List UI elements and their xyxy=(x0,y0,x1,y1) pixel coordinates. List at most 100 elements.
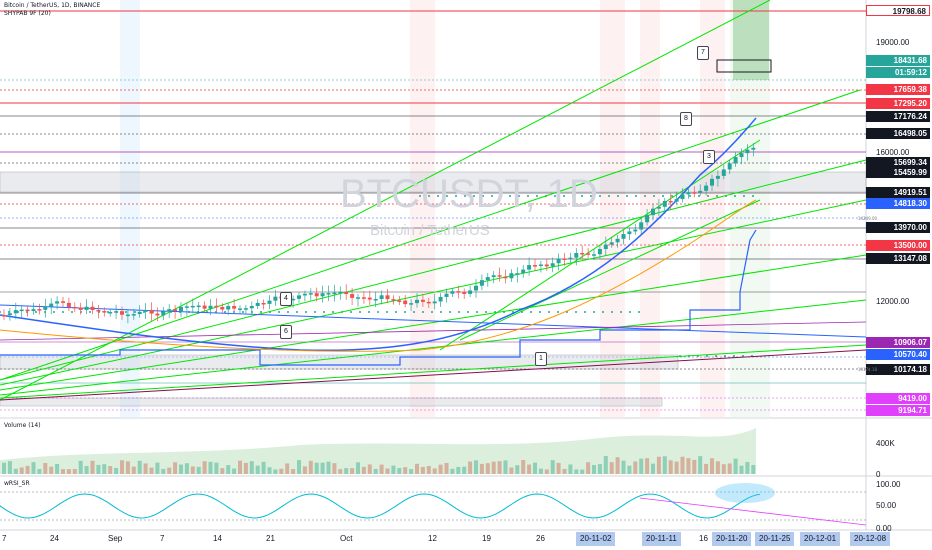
volume-bar xyxy=(356,462,360,474)
dot-marker xyxy=(359,311,361,313)
volume-bar xyxy=(161,468,166,474)
volume-bar xyxy=(574,469,579,474)
dot-marker xyxy=(620,311,622,313)
candle-body xyxy=(474,285,478,291)
dot-marker xyxy=(548,311,550,313)
dot-marker xyxy=(332,311,334,313)
dot-marker xyxy=(716,195,718,197)
volume-bar xyxy=(338,469,343,474)
date-highlight[interactable]: 20-12-01 xyxy=(800,532,841,546)
candle-body xyxy=(19,309,24,312)
candle-body xyxy=(415,299,419,304)
symbol-title: Bitcoin / TetherUS, 1D, BINANCE xyxy=(4,2,101,9)
date-highlight[interactable]: 20-11-11 xyxy=(642,532,681,546)
volume-bar xyxy=(733,458,738,474)
date-highlight[interactable]: 20-11-02 xyxy=(576,532,616,546)
time-tick: 21 xyxy=(266,534,275,543)
candle-body xyxy=(651,208,655,216)
price-label[interactable]: 15459.99 xyxy=(866,167,930,178)
candle-body xyxy=(385,295,390,300)
price-label[interactable]: 10174.18 xyxy=(866,364,930,375)
price-label[interactable]: 15699.34 xyxy=(866,157,930,168)
volume-bar xyxy=(291,468,296,474)
price-label[interactable]: 13500.00 xyxy=(866,240,930,251)
candle-body xyxy=(66,302,71,307)
session-band xyxy=(640,0,660,418)
dot-marker xyxy=(71,311,73,313)
candle-body xyxy=(43,306,48,310)
dot-marker xyxy=(0,311,1,313)
time-tick: 12 xyxy=(428,534,437,543)
dot-marker xyxy=(422,311,424,313)
candle-body xyxy=(291,298,296,301)
dot-marker xyxy=(743,195,745,197)
watermark-ticker: BTCUSDT, 1D xyxy=(340,172,598,216)
dot-marker xyxy=(62,311,64,313)
price-label[interactable]: 01:59:12 xyxy=(866,67,930,78)
fan-line xyxy=(0,89,861,381)
price-label[interactable]: 16498.05 xyxy=(866,128,930,139)
volume-bar xyxy=(651,463,655,474)
volume-bar xyxy=(7,461,12,474)
volume-bar xyxy=(125,461,130,474)
price-label[interactable]: 17176.24 xyxy=(866,111,930,122)
candle-body xyxy=(143,309,148,312)
volume-bar xyxy=(279,468,284,474)
price-label[interactable]: 10570.40 xyxy=(866,349,930,360)
price-label[interactable]: 17295.20 xyxy=(866,98,930,109)
candle-body xyxy=(391,299,396,301)
volume-bar xyxy=(120,460,124,474)
dot-marker xyxy=(715,355,717,357)
price-label[interactable]: 9194.71 xyxy=(866,405,930,416)
price-label[interactable]: 13970.00 xyxy=(866,222,930,233)
volume-bar xyxy=(55,463,60,474)
price-label[interactable]: 13147.08 xyxy=(866,253,930,264)
dot-marker xyxy=(467,311,469,313)
dot-marker xyxy=(509,195,511,197)
price-label[interactable]: 9419.00 xyxy=(866,393,930,404)
price-label[interactable]: 19798.68 xyxy=(866,5,930,16)
dot-marker xyxy=(125,311,127,313)
volume-bar xyxy=(226,465,231,474)
dot-marker xyxy=(386,311,388,313)
candle-body xyxy=(326,293,331,295)
volume-bar xyxy=(745,461,750,474)
dot-marker xyxy=(629,311,631,313)
candle-body xyxy=(190,305,195,308)
candle-body xyxy=(592,254,596,256)
dot-marker xyxy=(611,311,613,313)
date-highlight[interactable]: 20-12-08 xyxy=(850,532,891,546)
price-axis-tick: 16000.00 xyxy=(876,148,910,157)
date-highlight[interactable]: 20-11-20 xyxy=(712,532,752,546)
price-label[interactable]: 14818.30 xyxy=(866,198,930,209)
dot-marker xyxy=(485,311,487,313)
dot-marker xyxy=(395,311,397,313)
date-highlight[interactable]: 20-11-25 xyxy=(755,532,795,546)
price-label[interactable]: 14919.51 xyxy=(866,187,930,198)
dot-marker xyxy=(698,195,700,197)
dot-marker xyxy=(224,311,226,313)
candle-body xyxy=(609,242,614,245)
candle-body xyxy=(232,306,237,309)
candle-body xyxy=(102,311,107,313)
dot-marker xyxy=(53,311,55,313)
volume-bar xyxy=(704,463,709,474)
dot-marker xyxy=(608,195,610,197)
candle-body xyxy=(297,295,301,299)
volume-bar xyxy=(25,465,30,474)
candle-body xyxy=(674,199,679,202)
level-tag-14249: 14249.00 xyxy=(858,216,878,221)
candle-body xyxy=(108,311,113,314)
candle-body xyxy=(662,200,667,207)
price-label[interactable]: 18431.68 xyxy=(866,55,930,66)
volume-bar xyxy=(350,468,355,474)
callout-8: 8 xyxy=(680,112,692,126)
price-label[interactable]: 17659.38 xyxy=(866,84,930,95)
gray-zone xyxy=(0,397,663,407)
rsi-axis-tick: 50.00 xyxy=(876,501,897,510)
price-label[interactable]: 10906.07 xyxy=(866,337,930,348)
candle-body xyxy=(13,310,18,314)
dot-marker xyxy=(500,195,502,197)
volume-bar xyxy=(462,466,467,474)
